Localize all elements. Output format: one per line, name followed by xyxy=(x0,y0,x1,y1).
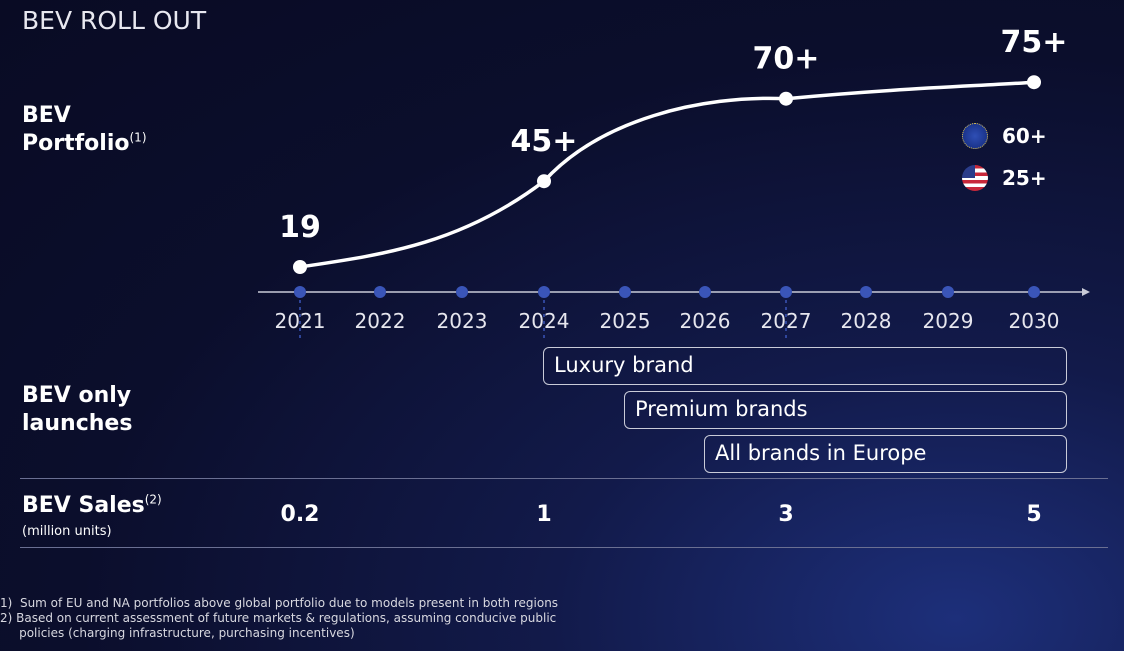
axis-dot-2028 xyxy=(860,286,872,298)
data-point-2030 xyxy=(1027,75,1041,90)
axis-dot-2021 xyxy=(294,286,306,298)
us-flag-icon xyxy=(962,165,988,191)
data-label-2021: 19 xyxy=(279,210,321,245)
divider xyxy=(20,547,1108,548)
legend-us: 25+ xyxy=(962,165,1047,191)
axis-dot-2023 xyxy=(456,286,468,298)
legend-us-value: 25+ xyxy=(1002,166,1047,190)
axis-dot-2024 xyxy=(538,286,550,298)
sales-label: BEV Sales(2) xyxy=(22,492,162,520)
footnote-2: 2) Based on current assessment of future… xyxy=(0,611,557,625)
x-tick-label: 2026 xyxy=(680,309,731,333)
sales-value-2024: 1 xyxy=(536,502,552,527)
portfolio-label-1: BEV xyxy=(22,103,71,128)
sales-value-2030: 5 xyxy=(1026,502,1042,527)
legend-eu-value: 60+ xyxy=(1002,124,1047,148)
x-axis-arrow-icon xyxy=(1082,288,1090,296)
data-point-2021 xyxy=(293,260,307,274)
portfolio-chart: 2021 2022 2023 2024 2025 2026 2027 2028 2029 2030… xyxy=(258,25,1090,340)
portfolio-line xyxy=(299,80,1035,269)
x-tick-label: 2030 xyxy=(1009,309,1060,333)
axis-dot-2027 xyxy=(780,286,792,298)
axis-dot-2026 xyxy=(699,286,711,298)
x-tick-label: 2028 xyxy=(841,309,892,333)
launches-label-2: launches xyxy=(22,411,133,436)
sales-value-2021: 0.2 xyxy=(280,502,320,527)
axis-dot-2029 xyxy=(942,286,954,298)
launches-label-1: BEV only xyxy=(22,383,132,408)
divider xyxy=(20,478,1108,479)
footnote-1: 1) Sum of EU and NA portfolios above glo… xyxy=(0,596,559,610)
legend-eu: 60+ xyxy=(962,123,1047,149)
axis-dot-2022 xyxy=(374,286,386,298)
data-point-2027 xyxy=(779,91,793,106)
x-tick-label: 2025 xyxy=(600,309,651,333)
footnote-2-cont: policies (charging infrastructure, purch… xyxy=(0,626,355,640)
axis-dot-2030 xyxy=(1028,286,1040,298)
data-label-2030: 75+ xyxy=(1001,25,1068,60)
eu-flag-icon xyxy=(962,123,988,149)
portfolio-label-2: Portfolio xyxy=(22,131,130,156)
launch-bar-europe: All brands in Europe xyxy=(704,435,1067,473)
footnote-ref: (2) xyxy=(144,492,162,507)
page-title: BEV ROLL OUT xyxy=(22,6,207,35)
x-tick-label: 2029 xyxy=(923,309,974,333)
x-tick-label: 2023 xyxy=(437,309,488,333)
sales-value-2027: 3 xyxy=(778,502,794,527)
data-label-2027: 70+ xyxy=(753,42,820,77)
axis-dot-2025 xyxy=(619,286,631,298)
sales-label-text: BEV Sales xyxy=(22,493,145,518)
x-tick-label: 2022 xyxy=(355,309,406,333)
launches-label: BEV only launches xyxy=(22,382,132,438)
portfolio-label: BEV Portfolio(1) xyxy=(22,102,147,158)
sales-unit: (million units) xyxy=(22,524,112,539)
footnote-ref: (1) xyxy=(129,130,147,145)
launch-bar-premium: Premium brands xyxy=(624,391,1067,429)
launch-bar-luxury: Luxury brand xyxy=(543,347,1067,385)
data-label-2024: 45+ xyxy=(511,124,578,159)
data-point-2024 xyxy=(537,174,551,189)
